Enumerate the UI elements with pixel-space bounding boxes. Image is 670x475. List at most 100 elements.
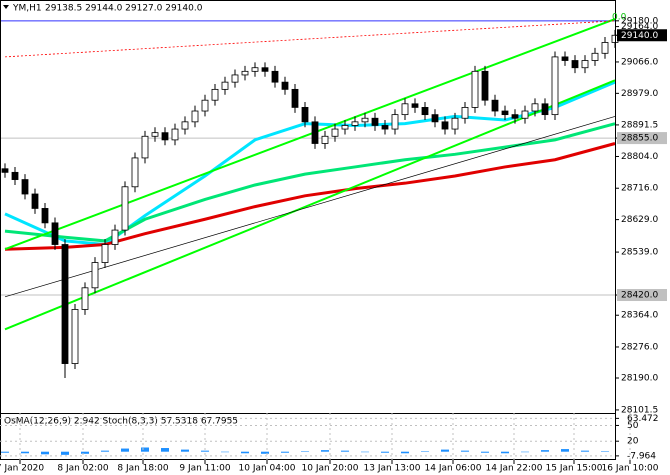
osma-bar	[1, 451, 9, 453]
candle-body	[21, 179, 29, 195]
candle-body	[141, 135, 149, 159]
candle-body	[91, 262, 99, 289]
x-tick-label: 8 Jan 02:00	[57, 464, 109, 474]
osma-bar	[601, 451, 609, 452]
candle-body	[301, 107, 309, 123]
indicator-tick-label: 63.472	[627, 414, 659, 424]
candle-body	[391, 114, 399, 130]
y-tick-label: 28276.0	[621, 342, 658, 352]
candle-body	[81, 287, 89, 310]
osma-bar	[21, 451, 29, 454]
y-tick-label: 28101.5	[621, 405, 658, 415]
candle-body	[161, 132, 169, 141]
osma-bar	[201, 450, 209, 452]
osma-bar	[81, 451, 89, 454]
osma-bar	[481, 451, 489, 453]
y-tick-label: 28629.0	[621, 215, 658, 225]
osma-bar	[101, 450, 109, 452]
dropdown-icon	[3, 5, 9, 9]
x-tick-label: 15 Jan 15:00	[546, 464, 603, 474]
osma-bar	[461, 450, 469, 452]
osma-bar	[261, 451, 269, 454]
x-tick-label: 16 Jan 10:00	[602, 464, 659, 474]
candle-body	[1, 168, 9, 173]
osma-bar	[281, 451, 289, 453]
x-tick-label: 10 Jan 20:00	[302, 464, 359, 474]
candle-body	[61, 244, 69, 364]
candle-body	[531, 103, 539, 112]
candle-body	[501, 110, 509, 116]
trend-line	[4, 116, 616, 298]
candle-body	[381, 125, 389, 130]
candle-body	[451, 117, 459, 130]
y-tick-label: 28190.0	[621, 374, 658, 384]
candle-body	[151, 132, 159, 137]
osma-bar	[181, 449, 189, 452]
osma-bar	[401, 451, 409, 454]
candle-body	[361, 117, 369, 123]
symbol: YM,H1	[12, 4, 42, 14]
price-label-box	[617, 29, 667, 42]
candle-body	[31, 193, 39, 209]
y-tick-label: 28364.0	[621, 311, 658, 321]
candle-body	[311, 121, 319, 144]
osma-bar	[341, 450, 349, 452]
candle-body	[191, 110, 199, 123]
candle-body	[511, 114, 519, 119]
y-tick-label: 28716.0	[621, 184, 658, 194]
osma-bar	[321, 450, 329, 452]
candle-body	[321, 135, 329, 144]
candle-body	[221, 81, 229, 90]
osma-bar	[121, 448, 129, 452]
candle-body	[271, 70, 279, 83]
x-tick-label: 14 Jan 22:00	[486, 464, 543, 474]
osma-bar	[521, 451, 529, 453]
y-tick-label: 28855.0	[621, 134, 658, 144]
candle-body	[571, 60, 579, 69]
candle-body	[201, 99, 209, 112]
trend-line	[4, 20, 616, 58]
candle-body	[461, 107, 469, 119]
candle-body	[181, 121, 189, 130]
candle-body	[11, 171, 19, 180]
candle-body	[481, 70, 489, 101]
candle-body	[51, 222, 59, 245]
x-tick-label: 14 Jan 06:00	[425, 464, 482, 474]
x-tick-label: 13 Jan 13:00	[364, 464, 421, 474]
candle-body	[491, 99, 499, 112]
osma-bar	[381, 451, 389, 453]
channel-label: 0.0	[612, 13, 627, 23]
indicator-tick-label: 20	[627, 437, 639, 447]
candle-body	[171, 128, 179, 141]
indicator-tick-label: -7.964	[627, 451, 656, 461]
candle-body	[371, 117, 379, 126]
osma-bar	[41, 451, 49, 455]
y-tick-label: 29140.0	[621, 31, 658, 41]
osma-bar	[61, 451, 69, 455]
osma-bar	[241, 451, 249, 454]
candle-body	[291, 88, 299, 108]
price-label-box	[617, 132, 667, 145]
osma-bar	[541, 450, 549, 452]
osma-bar	[421, 451, 429, 452]
candle-body	[281, 81, 289, 90]
candle-body	[251, 67, 259, 72]
candle-body	[441, 121, 449, 130]
candle-body	[71, 309, 79, 364]
plot-area	[0, 18, 619, 379]
y-tick-label: 29164.0	[621, 22, 658, 32]
y-tick-label: 29066.0	[621, 57, 658, 67]
candle-body	[401, 103, 409, 116]
candle-body	[551, 56, 559, 116]
candle-body	[591, 52, 599, 61]
candle-body	[121, 186, 129, 231]
candle-body	[211, 88, 219, 101]
candle-body	[471, 70, 479, 108]
candle-body	[331, 128, 339, 137]
frame	[0, 0, 616, 460]
ohlc-header: 29138.5 29144.0 29127.0 29140.0	[45, 4, 203, 14]
indicator-tick-label: 50	[627, 421, 639, 431]
osma-bar	[581, 450, 589, 452]
candle-body	[431, 114, 439, 123]
